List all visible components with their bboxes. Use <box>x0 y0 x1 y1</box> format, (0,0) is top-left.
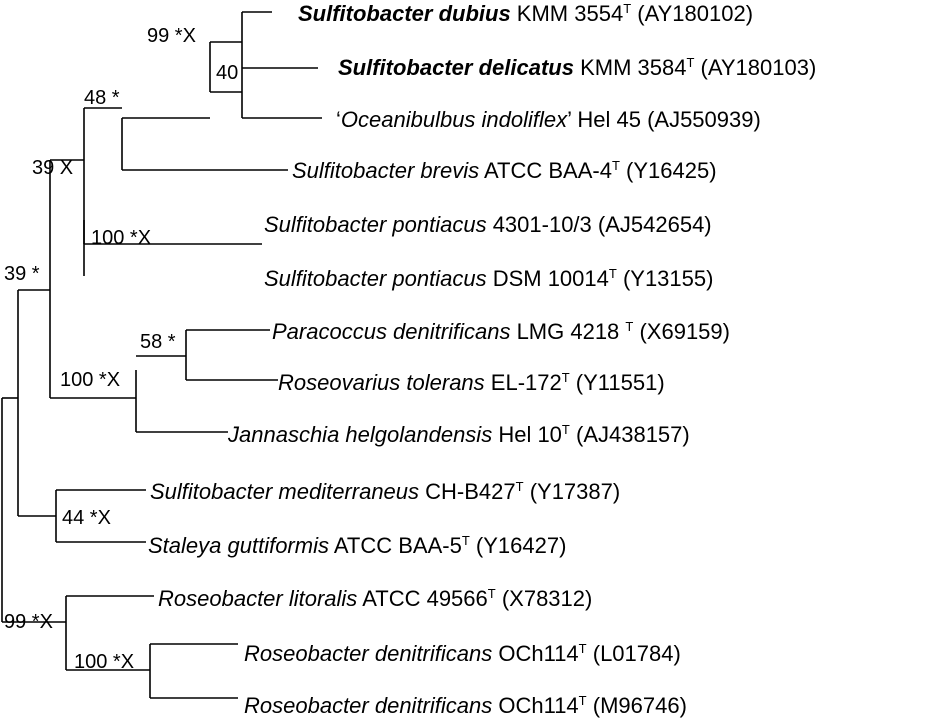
type-strain-mark: T <box>488 586 496 601</box>
type-strain-mark: T <box>686 55 694 70</box>
taxon-label: ‘Oceanibulbus indoliflex’ Hel 45 (AJ5509… <box>336 107 761 132</box>
type-strain-mark: T <box>612 158 620 173</box>
taxon-label: Sulfitobacter pontiacus DSM 10014T (Y131… <box>264 266 713 291</box>
taxon-label: Paracoccus denitrificans LMG 4218 T (X69… <box>272 319 730 344</box>
strain-id: LMG 4218 <box>510 319 625 344</box>
type-strain-mark: T <box>625 319 633 334</box>
bootstrap-value: 48 * <box>84 87 120 109</box>
bootstrap-value: 100 *X <box>60 369 120 391</box>
strain-id: EL-172 <box>485 370 562 395</box>
taxon-label: Sulfitobacter dubius KMM 3554T (AY180102… <box>298 1 753 26</box>
strain-id: Hel 45 <box>571 107 641 132</box>
accession-number: (Y16425) <box>620 158 717 183</box>
taxon-name: Sulfitobacter dubius <box>298 1 511 26</box>
type-strain-mark: T <box>579 641 587 656</box>
taxon-name: Roseobacter litoralis <box>158 586 357 611</box>
strain-id: ATCC 49566 <box>357 586 487 611</box>
taxon-name: Sulfitobacter mediterraneus <box>150 479 419 504</box>
type-strain-mark: T <box>562 422 570 437</box>
bootstrap-value: 99 *X <box>4 611 53 633</box>
strain-id: ATCC BAA-4 <box>479 158 612 183</box>
tree-branches <box>1 11 322 699</box>
taxon-label: Sulfitobacter mediterraneus CH-B427T (Y1… <box>150 479 620 504</box>
taxon-label: Sulfitobacter pontiacus 4301-10/3 (AJ542… <box>264 212 712 237</box>
strain-id: 4301-10/3 <box>487 212 592 237</box>
taxon-name: Roseovarius tolerans <box>278 370 485 395</box>
taxon-name: Sulfitobacter pontiacus <box>264 212 487 237</box>
taxon-name: Sulfitobacter pontiacus <box>264 266 487 291</box>
strain-id: DSM 10014 <box>487 266 609 291</box>
taxon-name: Staleya guttiformis <box>148 533 329 558</box>
accession-number: (Y13155) <box>617 266 714 291</box>
taxon-name: Paracoccus denitrificans <box>272 319 510 344</box>
accession-number: (AY180103) <box>694 55 816 80</box>
bootstrap-labels: 99 *X 40 48 * 39 X 100 *X 39 * 58 * 100 *X 44 *X… <box>4 25 238 673</box>
type-strain-mark: T <box>462 533 470 548</box>
strain-id: KMM 3554 <box>511 1 624 26</box>
bootstrap-value: 39 X <box>32 157 73 179</box>
taxon-label: Staleya guttiformis ATCC BAA-5T (Y16427) <box>148 533 566 558</box>
accession-number: (Y16427) <box>470 533 567 558</box>
taxon-name: Sulfitobacter delicatus <box>338 55 574 80</box>
type-strain-mark: T <box>562 370 570 385</box>
bootstrap-value: 100 *X <box>74 651 134 673</box>
taxon-name: Oceanibulbus indoliflex <box>341 107 568 132</box>
bootstrap-value: 40 <box>216 62 238 84</box>
type-strain-mark: T <box>516 479 524 494</box>
taxon-label: Roseovarius tolerans EL-172T (Y11551) <box>278 370 665 395</box>
strain-id: KMM 3584 <box>574 55 687 80</box>
taxon-label: Roseobacter denitrificans OCh114T (M9674… <box>244 693 687 718</box>
accession-number: (Y17387) <box>524 479 621 504</box>
accession-number: (X78312) <box>496 586 593 611</box>
accession-number: (AJ438157) <box>570 422 690 447</box>
strain-id: Hel 10 <box>492 422 562 447</box>
taxon-name: Roseobacter denitrificans <box>244 641 492 666</box>
bootstrap-value: 58 * <box>140 331 176 353</box>
type-strain-mark: T <box>623 1 631 16</box>
strain-id: OCh114 <box>492 693 578 718</box>
strain-id: ATCC BAA-5 <box>329 533 462 558</box>
taxon-labels: Sulfitobacter dubius KMM 3554T (AY180102… <box>148 1 816 718</box>
taxon-label: Roseobacter litoralis ATCC 49566T (X7831… <box>158 586 592 611</box>
type-strain-mark: T <box>579 693 587 708</box>
accession-number: (L01784) <box>587 641 681 666</box>
bootstrap-value: 44 *X <box>62 507 111 529</box>
accession-number: (AJ550939) <box>641 107 761 132</box>
taxon-label: Sulfitobacter brevis ATCC BAA-4T (Y16425… <box>292 158 717 183</box>
taxon-label: Roseobacter denitrificans OCh114T (L0178… <box>244 641 681 666</box>
type-strain-mark: T <box>609 266 617 281</box>
accession-number: (Y11551) <box>570 370 665 395</box>
taxon-name: Roseobacter denitrificans <box>244 693 492 718</box>
accession-number: (M96746) <box>587 693 687 718</box>
taxon-label: Jannaschia helgolandensis Hel 10T (AJ438… <box>227 422 690 447</box>
strain-id: OCh114 <box>492 641 578 666</box>
taxon-name: Sulfitobacter brevis <box>292 158 479 183</box>
taxon-name: Jannaschia helgolandensis <box>227 422 492 447</box>
accession-number: (AJ542654) <box>592 212 712 237</box>
bootstrap-value: 100 *X <box>91 227 151 249</box>
quote-open: ‘ <box>336 107 341 132</box>
bootstrap-value: 39 * <box>4 263 40 285</box>
accession-number: (AY180102) <box>631 1 753 26</box>
bootstrap-value: 99 *X <box>147 25 196 47</box>
quote-close: ’ <box>567 107 571 132</box>
taxon-label: Sulfitobacter delicatus KMM 3584T (AY180… <box>338 55 816 80</box>
accession-number: (X69159) <box>633 319 730 344</box>
strain-id: CH-B427 <box>419 479 516 504</box>
